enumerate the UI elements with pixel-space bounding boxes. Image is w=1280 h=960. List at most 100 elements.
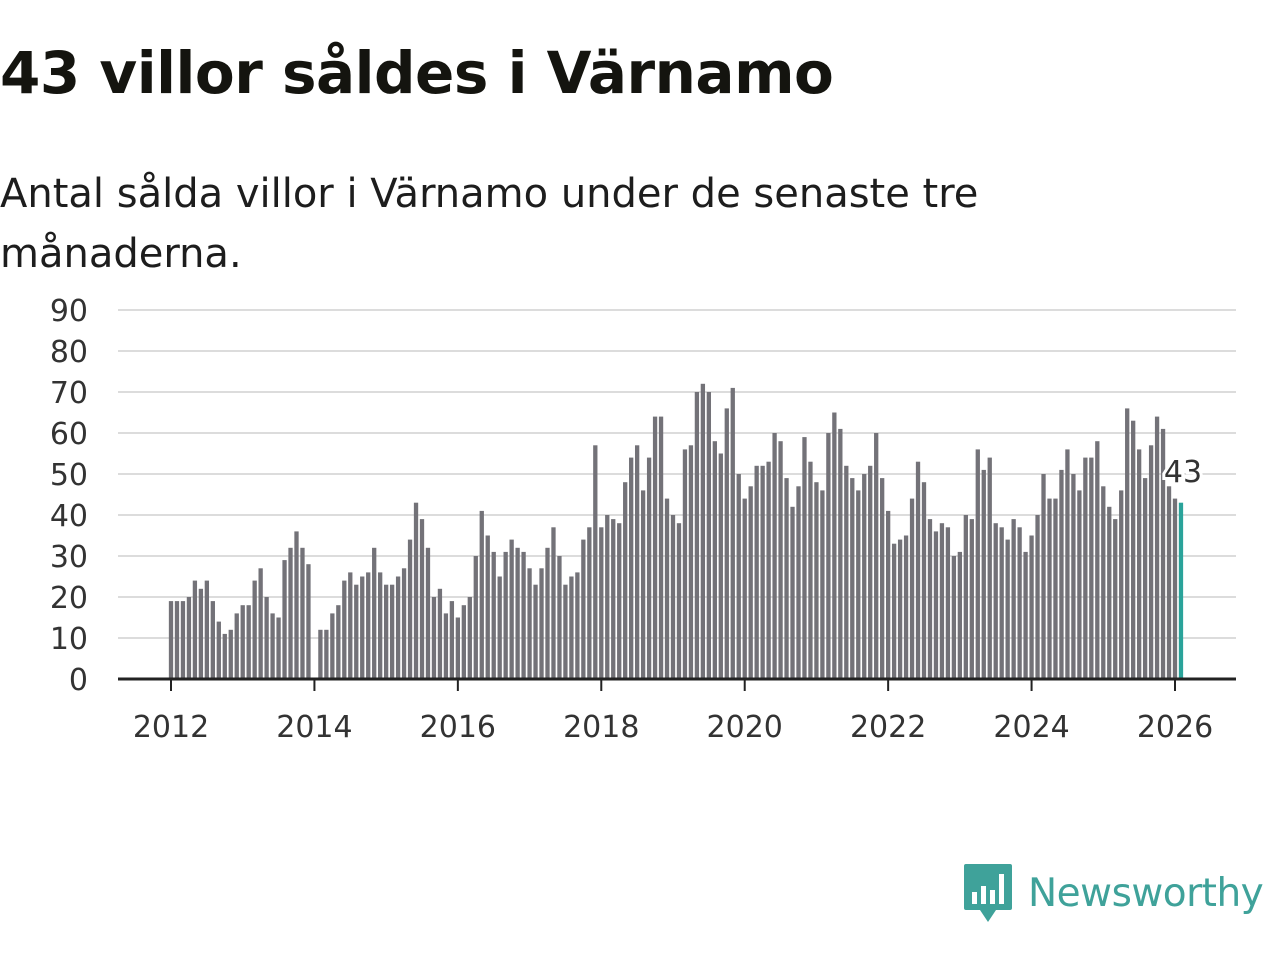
bar <box>617 523 622 679</box>
bar <box>885 510 891 679</box>
bar <box>270 613 275 679</box>
bar <box>897 539 903 679</box>
bar <box>419 519 425 679</box>
bar-chart: 0 10 20 30 40 50 60 70 80 90 2012 2014 2016 2018 2020 2… <box>50 294 1236 745</box>
bar <box>288 547 293 679</box>
bar <box>790 506 795 679</box>
bar <box>778 441 783 679</box>
bar <box>939 523 945 679</box>
bar <box>927 519 933 679</box>
bar <box>969 519 974 679</box>
bar <box>336 605 341 679</box>
bar <box>629 457 634 679</box>
bar <box>401 568 407 679</box>
bar <box>754 465 759 679</box>
bar <box>455 617 461 679</box>
bar <box>862 474 867 679</box>
bar <box>957 551 963 679</box>
bar <box>485 535 490 679</box>
bar <box>366 572 371 679</box>
bar <box>228 629 233 679</box>
bar <box>868 465 873 679</box>
bar <box>658 416 664 679</box>
bar <box>993 523 998 679</box>
bar <box>808 461 813 679</box>
bar <box>1017 527 1022 679</box>
bar <box>563 584 568 679</box>
bar <box>1083 457 1088 679</box>
x-tick-label: 2026 <box>1137 710 1213 745</box>
bar <box>975 449 980 679</box>
bar <box>210 601 215 679</box>
bar <box>1059 469 1064 679</box>
bar <box>515 547 520 679</box>
bar <box>192 580 198 679</box>
bar <box>1172 498 1178 679</box>
bar <box>449 601 455 679</box>
bar <box>222 633 227 679</box>
bar <box>521 551 526 679</box>
axes <box>118 677 1236 691</box>
latest-value-label: 43 <box>1164 455 1202 490</box>
bar <box>342 580 347 679</box>
bar <box>856 490 861 679</box>
bar <box>712 441 717 679</box>
newsworthy-logo-text: Newsworthy <box>1028 870 1264 916</box>
y-tick-label: 80 <box>50 335 88 370</box>
bar <box>479 510 484 679</box>
bar <box>491 551 496 679</box>
bar <box>306 564 311 679</box>
bar <box>694 392 700 679</box>
bar <box>951 556 957 679</box>
bar <box>760 465 765 679</box>
bar <box>300 547 305 679</box>
bar <box>378 572 383 679</box>
y-tick-label: 40 <box>50 499 88 534</box>
bar <box>742 498 747 679</box>
bar <box>814 482 819 679</box>
bar <box>360 576 365 679</box>
x-tick-label: 2012 <box>133 710 209 745</box>
bar <box>1113 519 1118 679</box>
bar <box>1077 490 1082 679</box>
bar <box>1089 457 1094 679</box>
y-tick-label: 90 <box>50 294 88 329</box>
bar <box>682 449 688 679</box>
bar <box>623 482 628 679</box>
bars <box>168 383 1184 679</box>
bar <box>1041 474 1046 679</box>
newsworthy-logo: Newsworthy <box>962 862 1264 924</box>
bar <box>204 580 210 679</box>
bar <box>533 584 538 679</box>
bar <box>891 543 897 679</box>
bar <box>933 531 939 679</box>
bar <box>880 478 885 679</box>
bar <box>706 392 712 679</box>
bar <box>174 601 180 679</box>
bar <box>640 490 646 679</box>
bar <box>766 461 771 679</box>
bar <box>826 433 831 679</box>
bar <box>527 568 532 679</box>
bar <box>850 478 855 679</box>
bar <box>634 445 640 679</box>
bar <box>497 576 502 679</box>
bar <box>593 445 598 679</box>
bar <box>503 551 508 679</box>
bar <box>557 556 562 679</box>
chart-title: 43 villor såldes i Värnamo <box>0 39 834 107</box>
bar <box>252 580 257 679</box>
bar <box>724 408 729 679</box>
bar <box>921 482 927 679</box>
bar <box>987 457 992 679</box>
bar <box>646 457 652 679</box>
bar <box>652 416 658 679</box>
bar <box>1011 519 1016 679</box>
bar <box>551 527 556 679</box>
bar <box>820 490 825 679</box>
y-tick-label: 20 <box>50 581 88 616</box>
bar <box>264 597 269 679</box>
bar <box>700 383 706 679</box>
bar <box>1023 551 1028 679</box>
bar <box>395 576 401 679</box>
